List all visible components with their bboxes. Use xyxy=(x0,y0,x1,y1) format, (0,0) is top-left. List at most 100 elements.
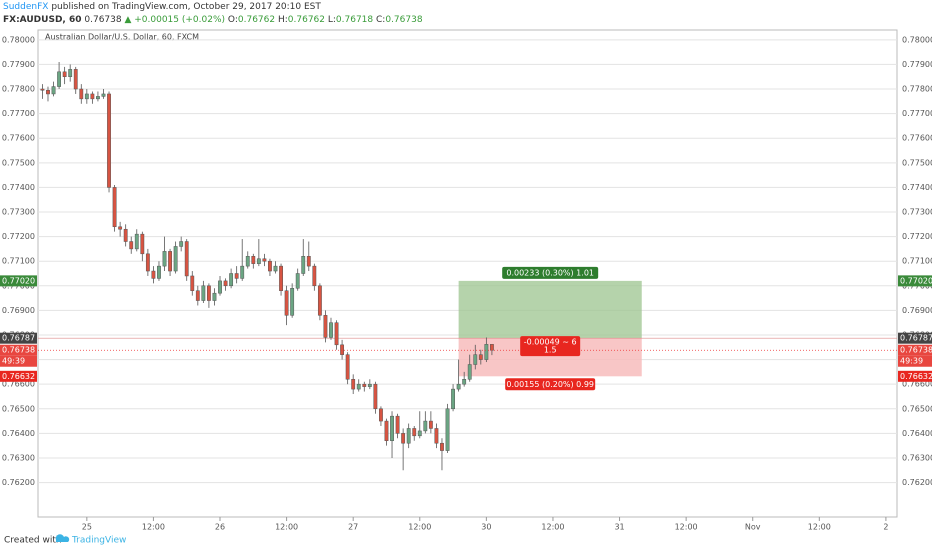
candle-body xyxy=(179,241,184,247)
y-tick-label-right: 0.76900 xyxy=(902,306,932,315)
target-label: 0.00233 (0.30%) 1.01 xyxy=(506,268,594,277)
price-tag-right: 0.76738 xyxy=(900,346,932,355)
candle-body xyxy=(112,187,117,228)
candle-body xyxy=(162,251,167,267)
publisher[interactable]: SuddenFX xyxy=(3,2,48,12)
y-tick-label-left: 0.77800 xyxy=(2,85,35,94)
y-tick-label-right: 0.76500 xyxy=(902,404,932,413)
countdown-tag-left-bg xyxy=(0,355,37,367)
x-tick-label: 12:00 xyxy=(142,523,165,532)
candle-body xyxy=(445,408,450,451)
stop-tag-right: 0.76632 xyxy=(900,372,932,381)
y-tick-label-left: 0.77500 xyxy=(2,158,35,167)
c-prefix: C: xyxy=(376,15,385,25)
candle-body xyxy=(245,256,250,267)
x-tick-label: 25 xyxy=(82,523,92,532)
y-tick-label-left: 0.77300 xyxy=(2,208,35,217)
target-tag-left-bg xyxy=(0,275,37,287)
candle-body xyxy=(412,428,417,437)
candle-body xyxy=(390,415,394,442)
y-tick-label-left: 0.76600 xyxy=(2,380,35,389)
y-tick-label-right: 0.78000 xyxy=(902,35,932,44)
candle-body xyxy=(384,420,389,442)
chart-title: Australian Dollar/U.S. Dollar, 60, FXCM xyxy=(45,33,199,42)
candle-body xyxy=(40,88,45,91)
stop-label: 0.00155 (0.20%) 0.99 xyxy=(506,380,594,389)
x-tick-label: 27 xyxy=(348,523,358,532)
y-tick-label-right: 0.77100 xyxy=(902,257,932,266)
y-tick-label-left: 0.77900 xyxy=(2,60,35,69)
candle-body xyxy=(51,86,56,95)
y-tick-label-right: 0.76400 xyxy=(902,429,932,438)
x-tick-label: 30 xyxy=(481,523,491,532)
candle-body xyxy=(195,290,200,301)
candle-body xyxy=(451,388,455,410)
candle-body xyxy=(229,273,234,287)
candle-body xyxy=(306,256,311,267)
candle-body xyxy=(490,344,494,351)
candle-body xyxy=(173,246,178,272)
x-tick-label: 12:00 xyxy=(808,523,831,532)
candle-body xyxy=(434,428,439,444)
price-tag-left: 0.76738 xyxy=(2,346,35,355)
mid-label-bg xyxy=(520,336,581,357)
candle-body xyxy=(340,344,345,355)
y-tick-label-right: 0.77300 xyxy=(902,208,932,217)
candle-body xyxy=(190,275,195,291)
candle-body xyxy=(145,253,150,272)
candle-body xyxy=(417,430,422,437)
candle-body xyxy=(345,354,350,380)
candle-body xyxy=(428,420,433,429)
candle-body xyxy=(140,233,145,255)
x-tick-label: 31 xyxy=(614,523,624,532)
candle-body xyxy=(367,383,372,387)
y-tick-label-right: 0.76600 xyxy=(902,380,932,389)
candle-body xyxy=(73,69,78,90)
candle-body xyxy=(329,322,333,338)
candle-body xyxy=(62,71,67,77)
y-tick-label-left: 0.76300 xyxy=(2,453,35,462)
o-prefix: O: xyxy=(228,15,238,25)
candle-body xyxy=(279,265,283,291)
target-tag-left: 0.77020 xyxy=(2,276,35,285)
candle-body xyxy=(57,71,62,87)
entry-tag-left-bg xyxy=(0,332,37,344)
footer-brand[interactable]: TradingView xyxy=(71,536,126,546)
candle-body xyxy=(129,241,134,250)
y-tick-label-left: 0.77200 xyxy=(2,232,35,241)
candle-body xyxy=(362,383,367,387)
candle-body xyxy=(406,428,411,444)
x-tick-label: 26 xyxy=(215,523,225,532)
y-tick-label-left: 0.77400 xyxy=(2,183,35,192)
candle-body xyxy=(379,408,383,422)
candle-body xyxy=(423,420,428,432)
candle-body xyxy=(107,93,111,188)
candle-body xyxy=(168,251,172,272)
x-tick-label: 12:00 xyxy=(675,523,698,532)
y-tick-label-right: 0.77900 xyxy=(902,60,932,69)
entry-tag-right-bg xyxy=(898,332,932,344)
countdown-tag-right: 49:39 xyxy=(900,357,923,366)
candle-body xyxy=(473,354,478,365)
candle-body xyxy=(134,233,139,250)
y-tick-label-left: 0.77100 xyxy=(2,257,35,266)
y-tick-label-right: 0.77600 xyxy=(902,134,932,143)
candle-body xyxy=(395,415,400,434)
target-zone xyxy=(458,280,642,339)
candle-body xyxy=(268,260,272,272)
y-tick-label-left: 0.77700 xyxy=(2,109,35,118)
l-prefix: L: xyxy=(328,15,336,25)
candle-body xyxy=(256,258,261,264)
symbol-line: FX:AUDUSD, 60 0.76738 ▲ +0.00015 (+0.02%… xyxy=(3,15,423,25)
candle-body xyxy=(206,285,211,301)
footer-created: Created with xyxy=(4,536,62,546)
candle-body xyxy=(440,442,444,451)
candle-body xyxy=(157,265,161,279)
stop-tag-left: 0.76632 xyxy=(2,372,35,381)
candle-body xyxy=(301,256,306,274)
candle-body xyxy=(295,273,300,289)
candle-body xyxy=(401,433,406,444)
symbol: FX:AUDUSD, 60 xyxy=(3,15,82,25)
candle-body xyxy=(151,270,156,279)
